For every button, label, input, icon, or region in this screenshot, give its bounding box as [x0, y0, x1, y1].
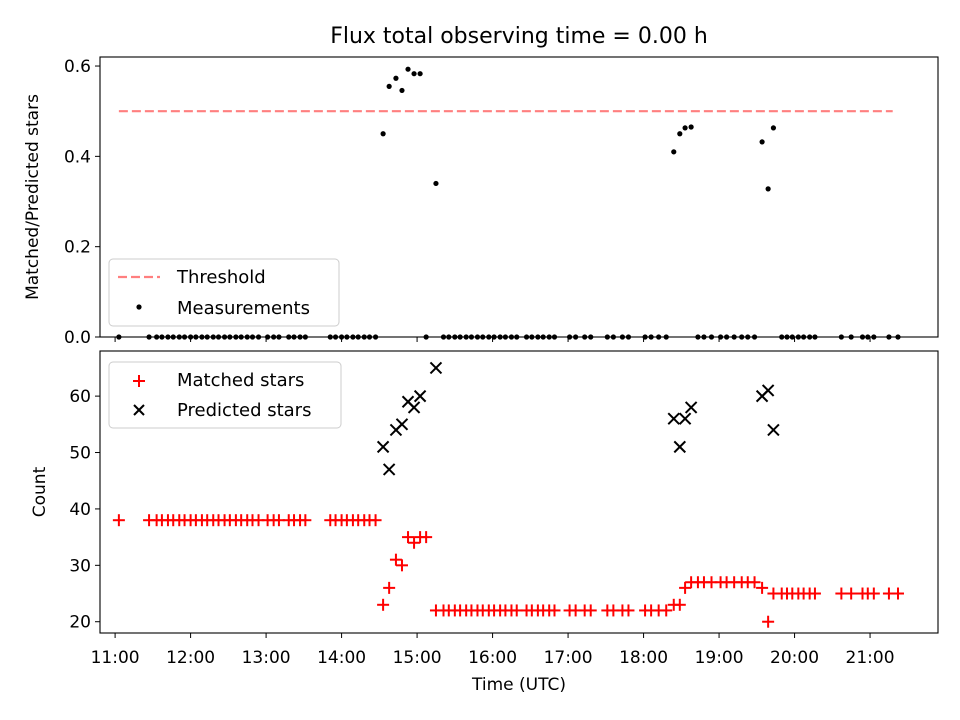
legend-measurements-label: Measurements — [177, 298, 310, 319]
matched-star-point — [420, 531, 433, 544]
bottom-plot-area — [112, 361, 904, 628]
measurement-point — [411, 71, 417, 77]
matched-star-point — [756, 581, 769, 594]
top-y-axis-label: Matched/Predicted stars — [23, 94, 43, 300]
measurement-point — [386, 83, 392, 89]
chart-title: Flux total observing time = 0.00 h — [330, 24, 708, 49]
legend-measurements-swatch — [136, 304, 142, 310]
bottom-x-tick-label: 14:00 — [317, 648, 366, 668]
matched-star-point — [389, 553, 402, 566]
bottom-y-ticks: 20 30 40 50 60 — [69, 387, 100, 633]
legend-matched-swatch — [133, 375, 145, 387]
predicted-star-point — [678, 412, 692, 425]
bottom-legend: Matched stars Predicted stars — [108, 361, 342, 429]
measurement-point — [433, 180, 439, 187]
measurement-point — [671, 149, 677, 155]
matched-star-point — [808, 587, 821, 600]
top-legend-box — [108, 258, 340, 327]
measurement-point — [417, 71, 423, 77]
measurement-point — [405, 66, 411, 72]
top-plot-area — [116, 66, 901, 340]
legend-predicted-label: Predicted stars — [177, 400, 311, 421]
bottom-x-tick-label: 21:00 — [846, 648, 895, 668]
predicted-star-point — [673, 440, 687, 454]
legend-matched-label: Matched stars — [177, 370, 304, 391]
predicted-star-point — [767, 423, 780, 437]
measurement-point — [759, 139, 765, 145]
matched-star-point — [112, 514, 125, 527]
legend-threshold-label: Threshold — [176, 267, 266, 288]
top-y-tick-label: 0.2 — [64, 238, 91, 258]
matched-star-point — [369, 514, 382, 527]
bottom-x-tick-label: 15:00 — [393, 648, 442, 668]
legend-predicted-swatch — [133, 404, 145, 416]
measurement-point — [770, 125, 777, 131]
matched-star-point — [395, 559, 408, 572]
bottom-y-tick-label: 50 — [69, 444, 91, 464]
bottom-x-tick-label: 13:00 — [242, 648, 291, 668]
matched-star-point — [402, 531, 415, 544]
matched-star-point — [299, 514, 312, 527]
measurement-point — [688, 124, 694, 130]
bottom-x-tick-label: 17:00 — [544, 648, 593, 668]
predicted-star-point — [376, 440, 390, 454]
predicted-star-point — [407, 401, 421, 414]
bottom-x-tick-label: 20:00 — [770, 648, 819, 668]
bottom-axes-frame — [99, 350, 939, 634]
matched-star-point — [383, 581, 396, 594]
predicted-star-point — [395, 418, 409, 431]
measurement-point — [765, 186, 771, 192]
matched-star-point — [660, 604, 673, 617]
bottom-y-tick-label: 60 — [69, 387, 91, 407]
measurement-point — [399, 87, 405, 94]
matched-star-point — [548, 604, 561, 617]
matched-star-point — [622, 604, 635, 617]
bottom-legend-box — [108, 361, 342, 429]
predicted-star-point — [761, 384, 775, 397]
bottom-y-tick-label: 40 — [69, 500, 91, 520]
bottom-x-ticks: 11:00 12:00 13:00 14:00 15:00 16:00 17:00 18:00… — [91, 633, 895, 668]
top-axes-frame — [99, 56, 939, 338]
top-panel: 0.0 0.2 0.4 0.6 Matched/Predicted stars Thr… — [23, 56, 939, 348]
bottom-x-axis-label: Time (UTC) — [471, 675, 566, 695]
predicted-star-point — [667, 412, 680, 425]
top-y-tick-label: 0.6 — [64, 57, 91, 77]
measurement-point — [380, 131, 386, 137]
matched-star-point — [408, 536, 421, 549]
matched-star-point — [679, 581, 692, 594]
measurement-point — [682, 125, 688, 131]
top-legend: Threshold Measurements — [108, 258, 340, 327]
matched-star-point — [748, 576, 761, 589]
matched-star-point — [762, 615, 775, 628]
matched-star-point — [845, 587, 858, 600]
bottom-x-tick-label: 11:00 — [91, 648, 140, 668]
bottom-x-tick-label: 12:00 — [166, 648, 215, 668]
top-y-tick-label: 0.0 — [64, 328, 91, 348]
bottom-x-tick-label: 16:00 — [468, 648, 517, 668]
predicted-star-point — [413, 389, 427, 403]
measurement-point — [677, 131, 683, 137]
predicted-star-point — [684, 401, 698, 414]
matched-star-point — [584, 604, 597, 617]
top-y-tick-label: 0.4 — [64, 147, 91, 167]
bottom-x-tick-label: 19:00 — [695, 648, 744, 668]
matched-star-point — [377, 598, 390, 611]
predicted-star-point — [429, 361, 443, 375]
bottom-y-tick-label: 30 — [69, 556, 91, 576]
bottom-panel: 20 30 40 50 60 11:00 12:00 13:00 14:00 15:00 16:0… — [30, 350, 939, 695]
bottom-x-tick-label: 18:00 — [619, 648, 668, 668]
matched-star-point — [867, 587, 880, 600]
matched-star-point — [891, 587, 904, 600]
measurement-point — [393, 75, 399, 81]
predicted-star-point — [382, 463, 396, 476]
top-y-ticks: 0.0 0.2 0.4 0.6 — [64, 57, 871, 348]
matched-star-point — [673, 598, 686, 611]
bottom-y-tick-label: 20 — [69, 613, 91, 633]
bottom-y-axis-label: Count — [30, 466, 50, 517]
